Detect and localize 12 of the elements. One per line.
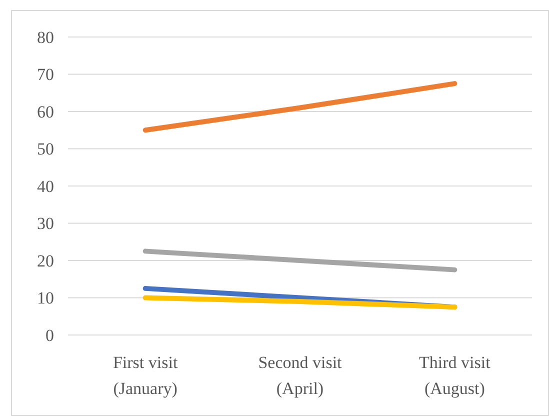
y-tick-label: 50 (37, 140, 54, 159)
x-tick-label: First visit (January) (112, 353, 178, 398)
y-tick-label: 30 (37, 214, 54, 234)
x-tick-label: Second visit (April) (258, 353, 342, 398)
y-tick-label: 70 (37, 65, 54, 84)
y-tick-label: 10 (37, 288, 54, 308)
y-tick-label: 80 (37, 28, 54, 47)
y-tick-label: 20 (37, 251, 54, 270)
y-tick-label: 0 (46, 326, 54, 345)
y-tick-label: 40 (37, 176, 54, 196)
x-tick-label: Third visit (August) (419, 353, 491, 398)
y-tick-label: 60 (37, 102, 54, 122)
